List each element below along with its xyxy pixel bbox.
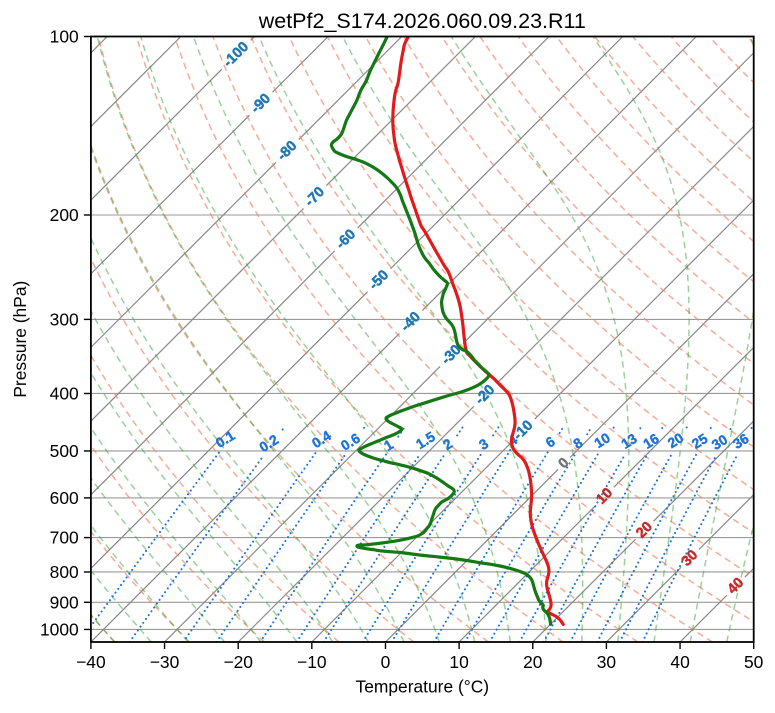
svg-text:−30: −30 — [150, 652, 180, 672]
svg-text:−20: −20 — [223, 652, 253, 672]
svg-text:200: 200 — [50, 205, 79, 225]
svg-text:800: 800 — [50, 562, 79, 582]
svg-text:20: 20 — [523, 652, 542, 672]
svg-text:16: 16 — [640, 430, 662, 452]
svg-text:300: 300 — [50, 309, 79, 329]
svg-text:Temperature (°C): Temperature (°C) — [356, 677, 490, 697]
svg-text:13: 13 — [618, 430, 640, 452]
svg-text:500: 500 — [50, 441, 79, 461]
svg-text:900: 900 — [50, 592, 79, 612]
svg-text:25: 25 — [689, 430, 711, 452]
svg-text:400: 400 — [50, 384, 79, 404]
svg-text:600: 600 — [50, 488, 79, 508]
svg-text:Pressure (hPa): Pressure (hPa) — [10, 281, 30, 398]
svg-text:−10: −10 — [297, 652, 327, 672]
svg-text:100: 100 — [50, 27, 79, 47]
svg-text:−40: −40 — [76, 652, 106, 672]
svg-text:0: 0 — [381, 652, 391, 672]
svg-text:50: 50 — [744, 652, 763, 672]
svg-text:wetPf2_S174.2026.060.09.23.R11: wetPf2_S174.2026.060.09.23.R11 — [258, 9, 586, 33]
svg-text:40: 40 — [670, 652, 689, 672]
svg-text:36: 36 — [730, 430, 752, 452]
svg-text:700: 700 — [50, 528, 79, 548]
svg-text:20: 20 — [665, 429, 687, 451]
svg-text:10: 10 — [591, 429, 613, 451]
svg-text:30: 30 — [709, 431, 731, 453]
svg-text:30: 30 — [597, 652, 616, 672]
svg-text:10: 10 — [449, 652, 468, 672]
svg-text:1000: 1000 — [40, 619, 79, 639]
